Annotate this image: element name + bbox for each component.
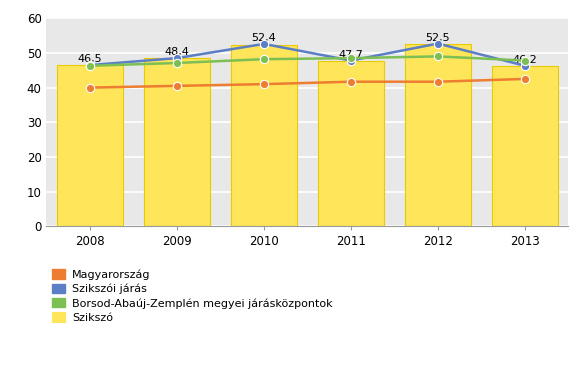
Bar: [492, 66, 557, 226]
Legend: Magyarország, Szikszói járás, Borsod-Abaúj-Zemplén megyei járásközpontok, Sziksz: Magyarország, Szikszói járás, Borsod-Aba…: [52, 269, 332, 323]
Text: 46,2: 46,2: [513, 55, 537, 65]
Text: 46,5: 46,5: [78, 54, 102, 64]
Bar: [231, 45, 296, 226]
Text: 52,4: 52,4: [252, 33, 276, 43]
Bar: [318, 61, 383, 226]
Text: 47,7: 47,7: [339, 50, 363, 59]
Bar: [57, 65, 122, 226]
Text: 48,4: 48,4: [165, 47, 189, 57]
Text: 52,5: 52,5: [426, 33, 450, 43]
Bar: [144, 58, 209, 226]
Bar: [405, 44, 470, 226]
